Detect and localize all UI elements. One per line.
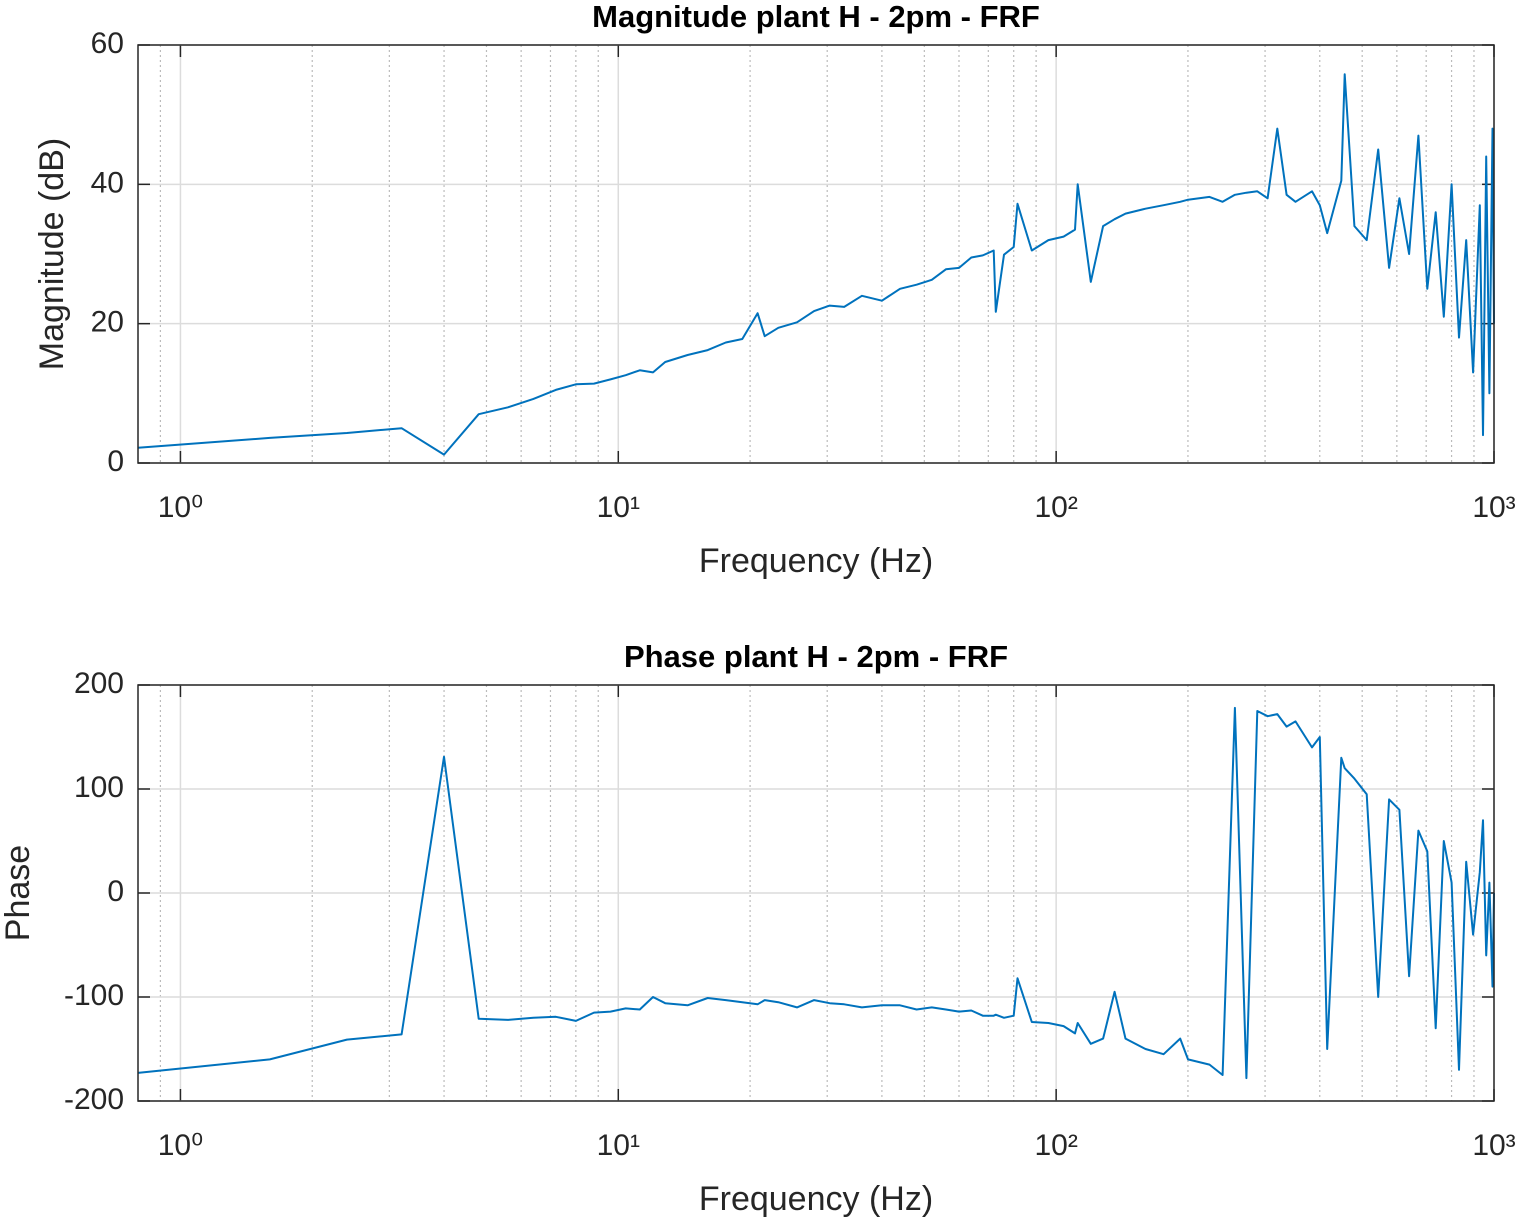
y-tick-label: 200 — [74, 667, 124, 700]
y-tick-label: 0 — [107, 875, 124, 908]
y-tick-label: 60 — [91, 27, 124, 60]
x-tick-label: 10³ — [1472, 491, 1515, 524]
axes-box — [137, 684, 1495, 1102]
y-tick-label: 20 — [91, 306, 124, 339]
y-axis-label: Phase — [0, 845, 37, 941]
x-tick-label: 10² — [1034, 1129, 1077, 1162]
y-tick-label: 0 — [107, 445, 124, 478]
plot-area — [138, 45, 1494, 463]
y-tick-label: -100 — [64, 979, 124, 1012]
data-line — [137, 73, 1495, 456]
axes-box — [137, 44, 1495, 464]
x-tick-label: 10⁰ — [158, 1129, 203, 1162]
x-tick-label: 10¹ — [597, 491, 640, 524]
y-axis-label: Magnitude (dB) — [33, 138, 71, 370]
y-tick-label: 100 — [74, 771, 124, 804]
x-tick-label: 10¹ — [597, 1129, 640, 1162]
x-tick-label: 10² — [1034, 491, 1077, 524]
y-tick-label: -200 — [64, 1083, 124, 1116]
x-axis-label: Frequency (Hz) — [699, 542, 933, 580]
x-axis-label: Frequency (Hz) — [699, 1180, 933, 1218]
chart-title: Phase plant H - 2pm - FRF — [624, 639, 1008, 674]
data-line — [137, 706, 1495, 1080]
x-tick-label: 10⁰ — [158, 491, 203, 524]
x-tick-label: 10³ — [1472, 1129, 1515, 1162]
chart-title: Magnitude plant H - 2pm - FRF — [592, 0, 1040, 34]
y-tick-label: 40 — [91, 166, 124, 199]
